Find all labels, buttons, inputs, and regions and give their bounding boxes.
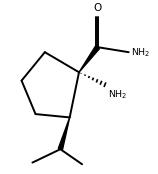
Text: O: O — [94, 3, 102, 13]
Polygon shape — [58, 117, 70, 150]
Polygon shape — [79, 46, 99, 72]
Text: NH$_2$: NH$_2$ — [108, 88, 127, 101]
Text: NH$_2$: NH$_2$ — [131, 47, 150, 59]
